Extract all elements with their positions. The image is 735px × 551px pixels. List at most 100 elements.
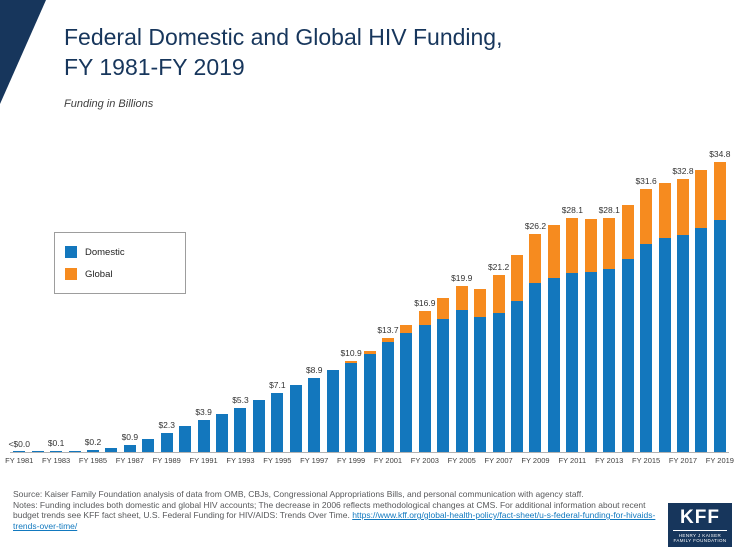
bar-segment-domestic — [621, 258, 634, 452]
stacked-bar — [179, 426, 192, 452]
x-axis-tick-label: FY 1983 — [41, 456, 71, 465]
x-axis-tick-label: FY 1995 — [263, 456, 292, 465]
x-axis-tick-label: FY 1999 — [336, 456, 366, 465]
bar-segment-domestic — [216, 413, 229, 452]
stacked-bar — [123, 444, 136, 452]
bar-column — [28, 152, 46, 452]
bar-column — [360, 152, 378, 452]
x-axis-tick-label: FY 2015 — [631, 456, 661, 465]
stacked-bar — [400, 325, 413, 452]
bar-segment-global — [676, 178, 689, 236]
page-title-line2: FY 1981-FY 2019 — [64, 54, 245, 80]
stacked-bar — [621, 204, 634, 452]
bar-segment-domestic — [695, 227, 708, 452]
bar-segment-domestic — [68, 450, 81, 452]
x-axis-tick-label: FY 1985 — [78, 456, 108, 465]
bar-segment-global — [345, 361, 358, 363]
bar-value-label: $26.2 — [524, 220, 547, 231]
bar-segment-global — [713, 162, 726, 221]
bar-segment-domestic — [492, 312, 505, 452]
kff-logo: KFF HENRY J KAISER FAMILY FOUNDATION — [668, 503, 732, 547]
stacked-bar — [308, 377, 321, 452]
bar-column — [397, 152, 415, 452]
x-axis-tick-label: FY 1991 — [189, 456, 218, 465]
legend-item-global: Global — [65, 268, 175, 280]
stacked-bar — [345, 361, 358, 452]
bar-value-label: $16.9 — [414, 298, 436, 309]
kff-fact-sheet-link[interactable]: https://www.kff.org/global-health-policy… — [13, 510, 656, 531]
bar-segment-domestic — [363, 353, 376, 452]
stacked-bar — [584, 218, 597, 452]
x-axis-tick-label: FY 2017 — [668, 456, 698, 465]
stacked-bar — [713, 162, 726, 452]
bar-value-label: $32.8 — [672, 165, 694, 176]
bar-segment-domestic — [142, 438, 155, 452]
bar-segment-domestic — [252, 400, 265, 452]
bar-column — [582, 152, 600, 452]
bar-value-label: $5.3 — [232, 394, 249, 405]
page-title: Federal Domestic and Global HIV Funding,… — [64, 22, 715, 82]
bar-segment-global — [695, 170, 708, 228]
stacked-bar — [492, 275, 505, 452]
bar-column — [508, 152, 526, 452]
bar-value-label: $2.3 — [158, 419, 175, 430]
bar-column: $3.9 FY 1991 — [189, 152, 217, 466]
stacked-bar — [86, 450, 99, 452]
bar-segment-domestic — [547, 277, 560, 452]
notes-text: Notes: Funding includes both domestic an… — [13, 499, 646, 521]
stacked-bar — [695, 170, 708, 452]
bar-column — [102, 152, 120, 452]
bar-segment-domestic — [658, 237, 671, 452]
bar-segment-global — [658, 182, 671, 238]
x-axis-tick-label: FY 1993 — [226, 456, 255, 465]
stacked-bar — [363, 351, 376, 452]
bar-column: $8.9 FY 1997 — [300, 152, 328, 465]
stacked-bar — [326, 369, 339, 452]
stacked-bar — [437, 297, 450, 452]
x-axis-tick-label: FY 2009 — [521, 456, 550, 465]
plot-area: <$0.0 FY 1981 $0.1 FY 1983 $0.2 FY 1985 $0.9 FY… — [5, 149, 734, 466]
bar-column: $13.7 FY 2001 — [374, 152, 402, 465]
bar-column: $28.1 FY 2013 — [595, 152, 623, 465]
bar-column: $34.8 FY 2019 — [706, 149, 734, 465]
bar-column — [213, 152, 231, 452]
stacked-bar — [31, 451, 44, 452]
bar-segment-domestic — [603, 268, 616, 452]
stacked-bar — [511, 255, 524, 452]
stacked-bar — [658, 182, 671, 452]
page-title-line1: Federal Domestic and Global HIV Funding, — [64, 24, 503, 50]
bar-value-label: $10.9 — [340, 348, 362, 359]
stacked-bar — [216, 413, 229, 452]
bar-segment-global — [547, 225, 560, 278]
bar-segment-global — [381, 337, 394, 342]
bar-column: $0.2 FY 1985 — [79, 152, 107, 465]
bar-segment-global — [437, 297, 450, 319]
kff-logo-sub1: HENRY J KAISER — [678, 532, 722, 538]
bar-segment-domestic — [713, 220, 726, 452]
bar-segment-domestic — [179, 426, 192, 452]
bar-segment-domestic — [289, 385, 302, 452]
bar-segment-domestic — [31, 451, 44, 452]
bar-value-label: $0.2 — [84, 437, 102, 448]
stacked-bar — [455, 286, 468, 452]
kff-corner-ribbon — [0, 0, 46, 104]
bar-value-label: $28.1 — [561, 204, 583, 215]
bar-column — [545, 152, 563, 452]
bar-column: $19.9 FY 2005 — [448, 152, 476, 465]
bar-value-label: $3.9 — [195, 406, 212, 417]
bar-segment-global — [474, 288, 487, 317]
bar-column: $26.2 FY 2009 — [521, 152, 549, 465]
bar-segment-domestic — [160, 432, 173, 452]
bar-value-label: $0.9 — [121, 431, 139, 442]
bar-column — [692, 152, 710, 452]
stacked-bar — [418, 311, 431, 452]
x-axis-tick-label: FY 2019 — [705, 456, 734, 465]
chart-subtitle: Funding in Billions — [64, 98, 154, 110]
x-axis-tick-label: FY 1981 — [5, 456, 34, 465]
stacked-bar — [50, 451, 63, 452]
bar-segment-domestic — [381, 342, 394, 452]
bar-segment-domestic — [584, 272, 597, 452]
bar-segment-global — [584, 218, 597, 272]
bar-value-label: $13.7 — [377, 324, 399, 335]
bar-segment-domestic — [511, 301, 524, 452]
